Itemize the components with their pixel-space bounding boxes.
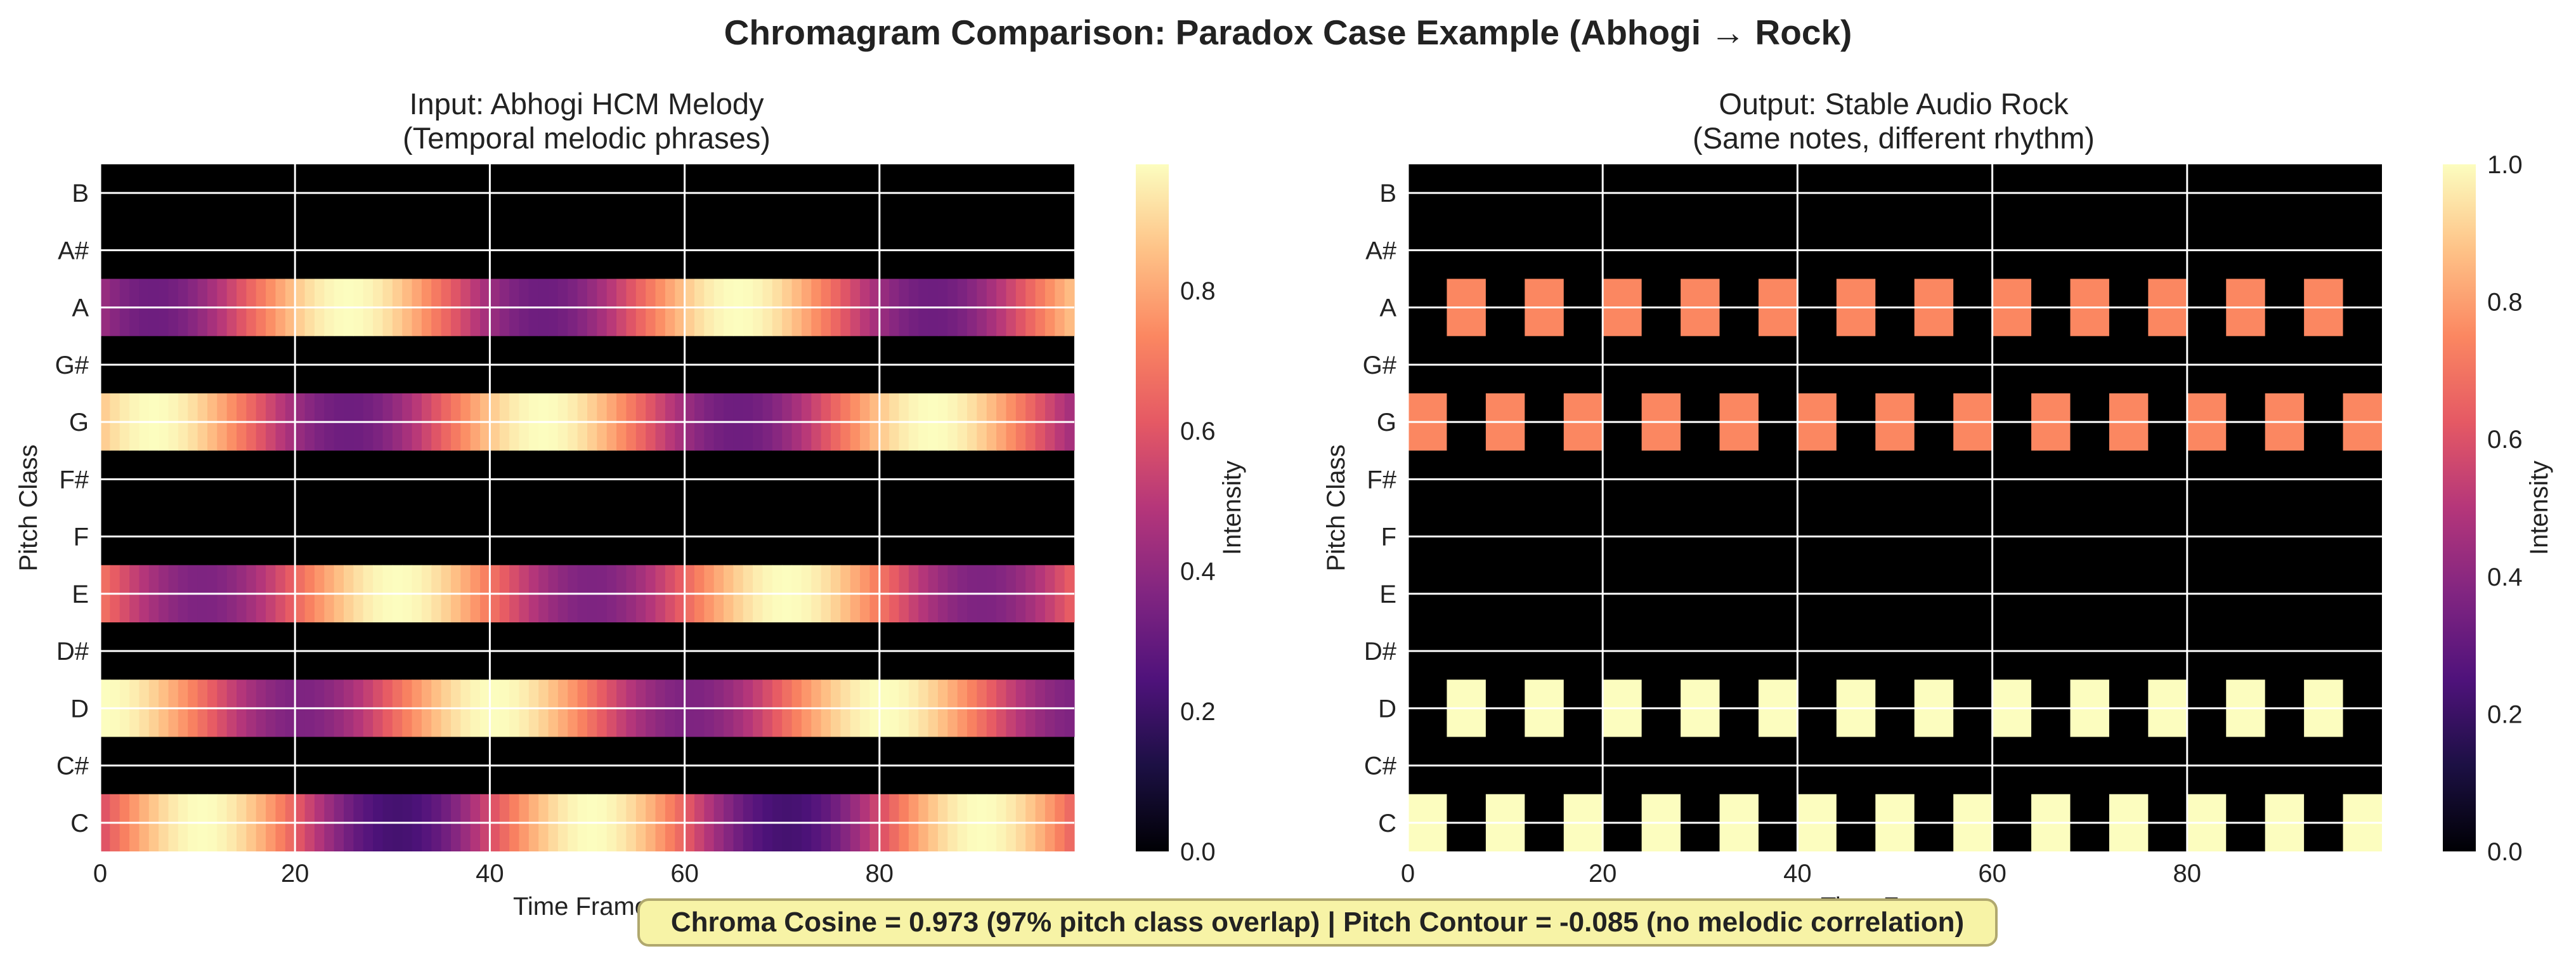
y-axis-label: Pitch Class (15, 444, 42, 571)
output-chromagram-panel: Output: Stable Audio Rock(Same notes, di… (1322, 87, 2553, 921)
x-tick-label: 0 (93, 860, 107, 888)
panel-subtitle: (Temporal melodic phrases) (403, 121, 771, 155)
y-tick-label: C# (56, 752, 89, 780)
x-tick-label: 80 (866, 860, 894, 888)
y-tick-label: E (1379, 581, 1396, 608)
y-tick-label: C# (1364, 752, 1397, 780)
colorbar-tick-label: 0.4 (2487, 563, 2523, 591)
x-tick-label: 80 (2173, 860, 2202, 888)
y-axis-label: Pitch Class (1322, 444, 1350, 571)
x-tick-label: 20 (1589, 860, 1617, 888)
colorbar-tick-label: 0.2 (2487, 700, 2523, 728)
x-tick-label: 60 (1978, 860, 2007, 888)
y-tick-label: A (72, 294, 89, 322)
panel-title: Input: Abhogi HCM Melody (409, 87, 764, 121)
panel-subtitle: (Same notes, different rhythm) (1693, 121, 2095, 155)
colorbar (2443, 164, 2476, 851)
y-tick-label: D (1378, 695, 1396, 723)
y-tick-label: F# (1367, 466, 1396, 494)
colorbar-tick-label: 0.2 (1180, 698, 1216, 726)
y-tick-label: D (70, 695, 89, 723)
colorbar-tick-label: 0.8 (2487, 289, 2523, 317)
y-tick-label: F (74, 523, 89, 551)
y-tick-label: C (1378, 810, 1396, 837)
y-tick-label: C (70, 810, 89, 837)
y-tick-label: A (1379, 294, 1396, 322)
y-tick-label: F (1381, 523, 1396, 551)
y-tick-label: G# (55, 351, 89, 379)
colorbar-tick-label: 1.0 (2487, 151, 2523, 179)
y-tick-label: B (72, 180, 89, 207)
y-tick-label: D# (1364, 638, 1397, 666)
colorbar-tick-label: 0.0 (2487, 838, 2523, 866)
x-tick-label: 0 (1401, 860, 1415, 888)
x-axis-label: Time Frames (513, 893, 661, 921)
x-tick-label: 40 (1783, 860, 1812, 888)
colorbar-tick-label: 0.0 (1180, 838, 1216, 866)
y-tick-label: F# (59, 466, 89, 494)
summary-annotation: Chroma Cosine = 0.973 (97% pitch class o… (637, 898, 1998, 947)
figure-title: Chromagram Comparison: Paradox Case Exam… (724, 13, 1852, 52)
x-tick-label: 20 (281, 860, 309, 888)
heatmap-background (1408, 164, 2382, 851)
y-tick-label: G (69, 409, 89, 436)
y-tick-label: D# (56, 638, 89, 666)
colorbar-tick-label: 0.6 (1180, 417, 1216, 445)
y-tick-label: A# (1365, 237, 1397, 265)
y-tick-label: B (1379, 180, 1396, 207)
colorbar-tick-label: 0.8 (1180, 277, 1216, 305)
x-tick-label: 40 (476, 860, 504, 888)
y-tick-label: E (72, 581, 89, 608)
x-tick-label: 60 (670, 860, 699, 888)
colorbar-label: Intensity (1218, 461, 1246, 555)
colorbar (1136, 164, 1169, 851)
y-tick-label: G (1377, 409, 1396, 436)
colorbar-tick-label: 0.4 (1180, 558, 1216, 586)
input-chromagram-panel: Input: Abhogi HCM Melody(Temporal melodi… (15, 87, 1246, 921)
colorbar-tick-label: 0.6 (2487, 426, 2523, 454)
y-tick-label: G# (1363, 351, 1397, 379)
colorbar-label: Intensity (2525, 461, 2553, 555)
panel-title: Output: Stable Audio Rock (1719, 87, 2069, 121)
heatmap-background (100, 164, 1074, 851)
y-tick-label: A# (58, 237, 89, 265)
